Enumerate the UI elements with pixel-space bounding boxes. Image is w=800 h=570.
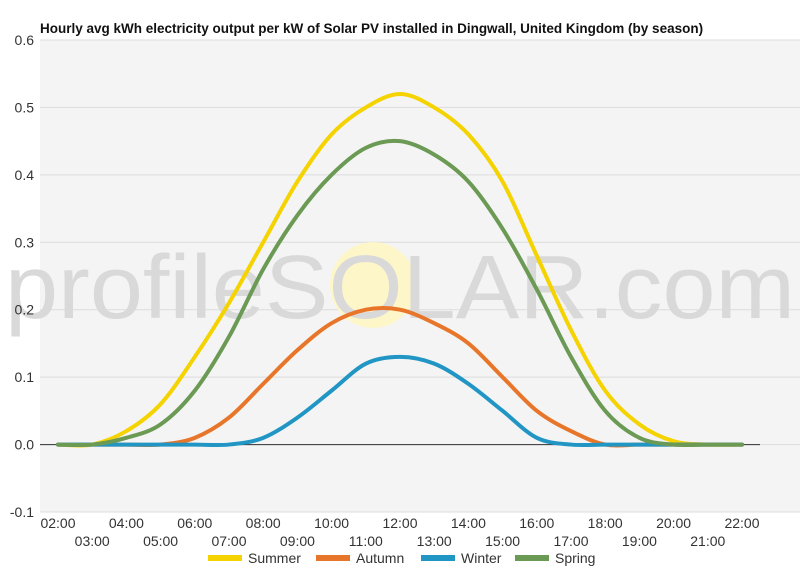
y-tick-label: 0.4 — [15, 167, 35, 183]
x-tick-label: 13:00 — [417, 533, 452, 549]
x-tick-label: 07:00 — [211, 533, 246, 549]
x-tick-label: 09:00 — [280, 533, 315, 549]
x-tick-label: 02:00 — [40, 515, 75, 531]
legend-item-spring[interactable]: Spring — [515, 550, 595, 566]
legend-label: Winter — [461, 550, 502, 566]
legend-item-summer[interactable]: Summer — [208, 550, 301, 566]
legend-label: Spring — [555, 550, 595, 566]
series-lines — [56, 91, 744, 448]
x-tick-label: 14:00 — [451, 515, 486, 531]
legend-item-winter[interactable]: Winter — [421, 550, 502, 566]
x-tick-label: 03:00 — [75, 533, 110, 549]
x-tick-label: 05:00 — [143, 533, 178, 549]
chart-title: Hourly avg kWh electricity output per kW… — [40, 21, 703, 36]
x-tick-label: 16:00 — [519, 515, 554, 531]
x-tick-label: 18:00 — [588, 515, 623, 531]
x-tick-label: 22:00 — [724, 515, 759, 531]
x-tick-label: 10:00 — [314, 515, 349, 531]
y-tick-label: 0.1 — [15, 369, 35, 385]
x-tick-label: 17:00 — [553, 533, 588, 549]
legend-label: Summer — [248, 550, 301, 566]
legend[interactable]: Summer Autumn Winter Spring — [208, 550, 595, 566]
x-tick-label: 08:00 — [246, 515, 281, 531]
y-axis-ticks: -0.1 0.0 0.1 0.2 0.3 0.4 0.5 0.6 — [10, 32, 34, 520]
x-tick-label: 11:00 — [349, 533, 383, 549]
x-tick-label: 19:00 — [622, 533, 657, 549]
x-tick-label: 12:00 — [382, 515, 417, 531]
series-line-winter — [56, 354, 744, 448]
legend-swatch — [421, 555, 455, 561]
y-tick-label: 0.0 — [15, 437, 35, 453]
legend-item-autumn[interactable]: Autumn — [316, 550, 404, 566]
legend-swatch — [515, 555, 549, 561]
x-tick-label: 15:00 — [485, 533, 520, 549]
watermark-text: profileSOLAR.com — [5, 238, 795, 338]
x-tick-label: 20:00 — [656, 515, 691, 531]
y-tick-label: 0.2 — [15, 302, 35, 318]
y-tick-label: 0.3 — [15, 234, 35, 250]
series-line-spring — [56, 138, 744, 448]
series-line-summer — [56, 91, 744, 448]
legend-swatch — [316, 555, 350, 561]
watermark: profileSOLAR.com — [5, 238, 795, 338]
y-tick-label: 0.6 — [15, 32, 35, 48]
x-tick-label: 21:00 — [690, 533, 725, 549]
x-tick-label: 06:00 — [177, 515, 212, 531]
y-tick-label: -0.1 — [10, 504, 34, 520]
plot-background — [40, 40, 800, 512]
watermark-sun-icon — [330, 242, 416, 328]
x-tick-label: 04:00 — [109, 515, 144, 531]
legend-swatch — [208, 555, 242, 561]
legend-label: Autumn — [356, 550, 404, 566]
y-tick-label: 0.5 — [15, 99, 35, 115]
